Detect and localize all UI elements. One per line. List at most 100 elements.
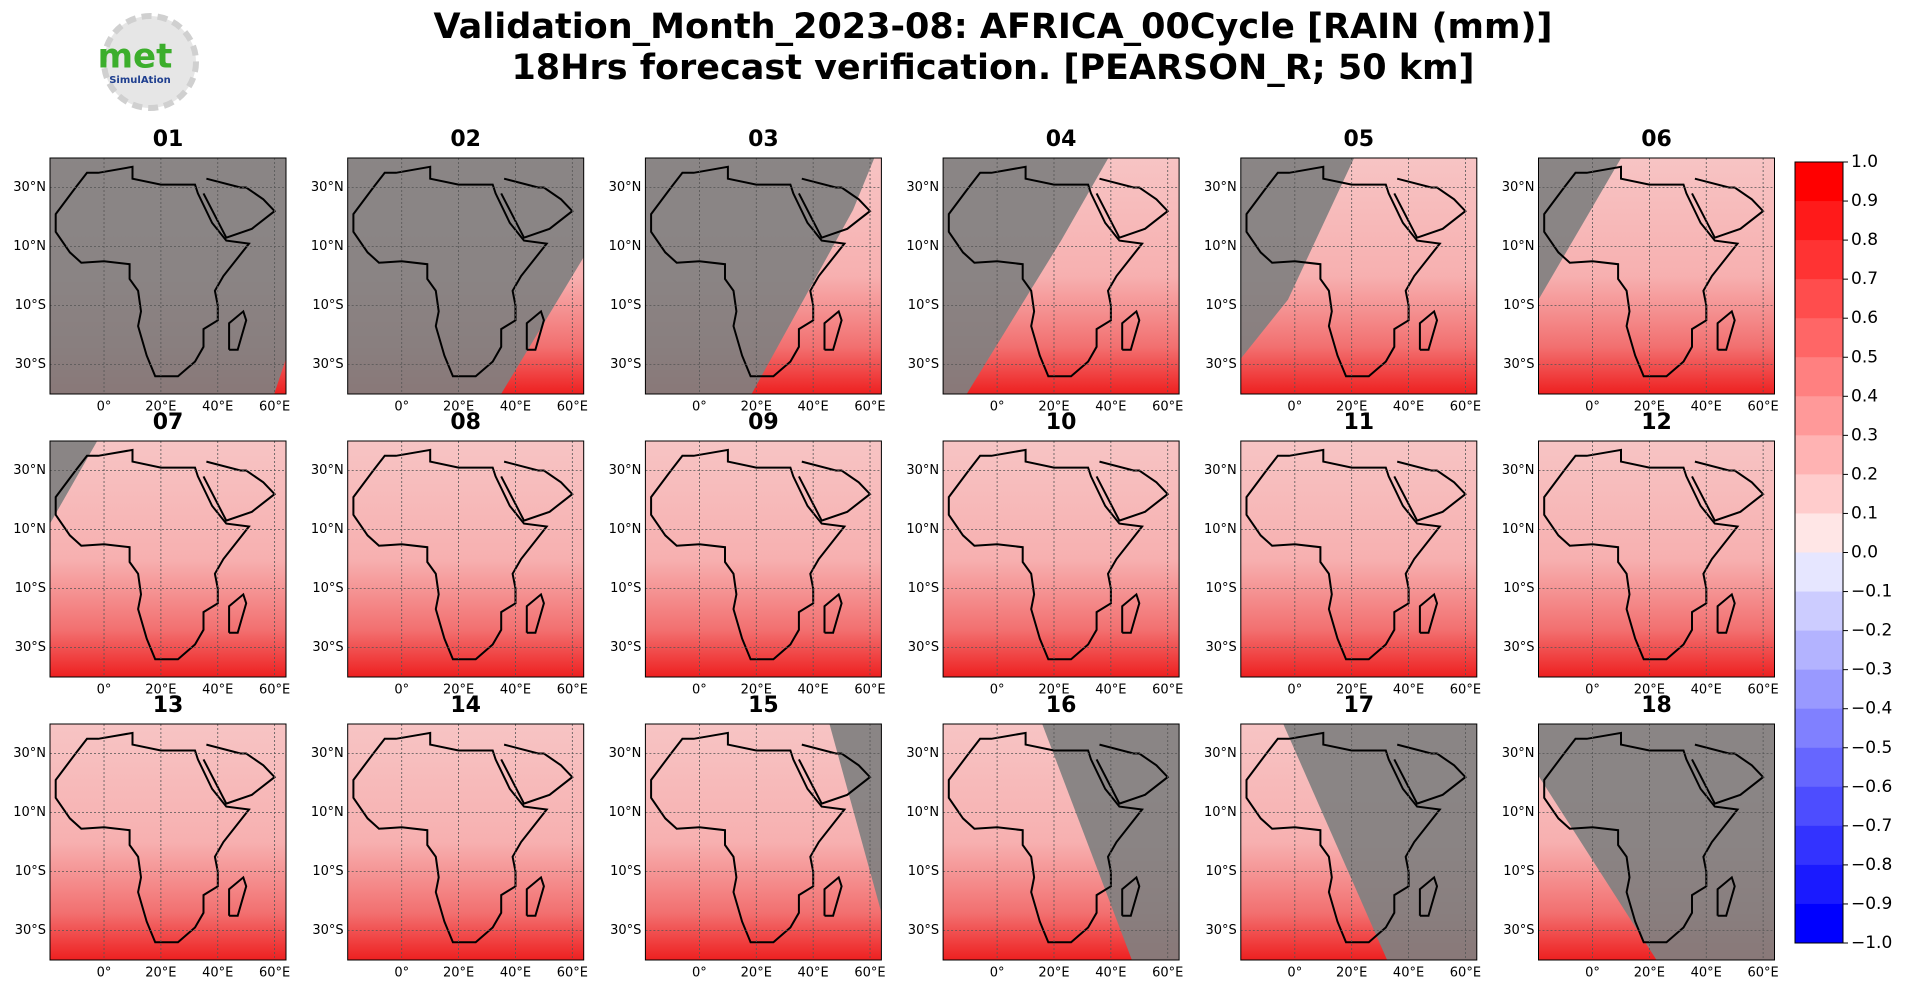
panel-frame bbox=[347, 157, 585, 395]
map-panel: 09 0° 20°E 40°E 60°E 30°N 10°N 10°S 30°S bbox=[609, 410, 886, 698]
y-tick-label: 10°N bbox=[1502, 239, 1535, 254]
colorbar-band bbox=[1795, 903, 1843, 944]
x-tick-label: 20°E bbox=[1336, 966, 1367, 981]
colorbar-label: −0.3 bbox=[1851, 660, 1892, 680]
x-tick-label: 60°E bbox=[557, 683, 588, 698]
y-tick-label: 30°N bbox=[311, 180, 344, 195]
y-tick-label: 10°S bbox=[1503, 581, 1534, 596]
x-tick-label: 40°E bbox=[1393, 400, 1424, 415]
coastline bbox=[525, 875, 545, 917]
x-tick-label: 20°E bbox=[741, 400, 772, 415]
panel-frame bbox=[644, 157, 882, 395]
coastline bbox=[798, 177, 872, 239]
panel-title: 05 bbox=[1343, 127, 1374, 152]
map-field bbox=[1240, 441, 1477, 677]
panel-title: 12 bbox=[1641, 410, 1672, 435]
x-tick-label: 60°E bbox=[259, 400, 290, 415]
x-tick-label: 0° bbox=[692, 966, 707, 981]
y-tick-label: 30°N bbox=[609, 180, 642, 195]
y-tick-label: 10°N bbox=[609, 522, 642, 537]
coastline bbox=[500, 177, 574, 239]
y-tick-label: 30°S bbox=[312, 357, 343, 372]
no-data-region bbox=[645, 158, 875, 394]
map-panel: 11 0° 20°E 40°E 60°E 30°N 10°N 10°S 30°S bbox=[1204, 410, 1481, 698]
y-tick-label: 10°S bbox=[908, 298, 939, 313]
y-tick-label: 30°N bbox=[906, 746, 939, 761]
panel-title: 15 bbox=[748, 693, 779, 718]
coastline bbox=[1716, 875, 1736, 917]
y-tick-label: 10°S bbox=[610, 864, 641, 879]
map-panel: 03 0° 20°E 40°E 60°E 30°N 10°N 10°S 30°S bbox=[609, 127, 886, 415]
coastline bbox=[1418, 875, 1439, 917]
colorbar-band bbox=[1795, 630, 1843, 671]
y-tick-label: 30°S bbox=[1206, 357, 1237, 372]
colorbar-band bbox=[1795, 201, 1843, 241]
panel-frame bbox=[1538, 440, 1775, 678]
x-tick-label: 40°E bbox=[202, 683, 233, 698]
x-tick-label: 0° bbox=[692, 400, 707, 415]
x-tick-label: 40°E bbox=[798, 400, 829, 415]
coastline bbox=[352, 731, 549, 944]
y-tick-label: 10°S bbox=[15, 581, 46, 596]
coastline bbox=[1121, 592, 1141, 634]
no-data-region bbox=[50, 441, 98, 524]
x-tick-label: 60°E bbox=[1747, 400, 1778, 415]
coastline bbox=[1245, 165, 1442, 378]
panel-title: 16 bbox=[1046, 693, 1077, 718]
colorbar-band bbox=[1795, 669, 1843, 710]
coastline bbox=[1095, 177, 1170, 239]
y-tick-label: 10°S bbox=[908, 581, 939, 596]
panel-title: 09 bbox=[748, 410, 779, 435]
x-tick-label: 0° bbox=[1585, 683, 1600, 698]
y-tick-label: 30°S bbox=[1206, 640, 1237, 655]
x-tick-label: 40°E bbox=[202, 400, 233, 415]
panel-frame bbox=[49, 723, 287, 961]
panel-title: 14 bbox=[450, 693, 481, 718]
coastline bbox=[1691, 460, 1765, 522]
coastline bbox=[947, 165, 1144, 378]
y-tick-label: 10°S bbox=[1503, 298, 1534, 313]
title-line: Validation_Month_2023-08: AFRICA_00Cycle… bbox=[434, 7, 1553, 47]
x-tick-label: 60°E bbox=[1152, 966, 1183, 981]
coastline bbox=[228, 309, 248, 351]
y-tick-label: 10°S bbox=[312, 581, 343, 596]
coastline bbox=[1543, 448, 1740, 661]
y-tick-label: 30°N bbox=[609, 463, 642, 478]
y-tick-label: 30°S bbox=[1503, 640, 1534, 655]
no-data-region bbox=[1240, 158, 1355, 359]
panel-title: 18 bbox=[1641, 693, 1672, 718]
x-tick-label: 60°E bbox=[854, 966, 885, 981]
coastline bbox=[650, 448, 847, 661]
panel-frame bbox=[347, 723, 585, 961]
coastline bbox=[352, 165, 549, 378]
y-tick-label: 30°N bbox=[311, 463, 344, 478]
logo-text: met bbox=[98, 37, 173, 77]
x-tick-label: 0° bbox=[692, 683, 707, 698]
colorbar-band bbox=[1795, 357, 1843, 397]
x-tick-label: 40°E bbox=[1691, 400, 1722, 415]
x-tick-label: 20°E bbox=[443, 966, 474, 981]
x-tick-label: 0° bbox=[990, 400, 1005, 415]
x-tick-label: 0° bbox=[394, 400, 409, 415]
colorbar-band bbox=[1795, 396, 1843, 436]
panel-frame bbox=[49, 440, 287, 678]
y-tick-label: 10°N bbox=[906, 522, 939, 537]
logo-gear bbox=[101, 13, 199, 111]
y-tick-label: 10°S bbox=[1206, 298, 1237, 313]
colorbar-label: −0.7 bbox=[1851, 816, 1892, 836]
colorbar-band bbox=[1795, 825, 1843, 866]
y-tick-label: 30°S bbox=[1503, 923, 1534, 938]
y-tick-label: 10°N bbox=[1502, 522, 1535, 537]
panel-title: 10 bbox=[1046, 410, 1077, 435]
y-tick-label: 10°S bbox=[610, 298, 641, 313]
x-tick-label: 0° bbox=[1287, 683, 1302, 698]
coastline bbox=[54, 165, 251, 378]
coastline bbox=[1418, 592, 1439, 634]
logo: met SimulAtion bbox=[98, 13, 199, 111]
map-panel: 18 0° 20°E 40°E 60°E 30°N 10°N 10°S 30°S bbox=[1502, 693, 1779, 981]
map-field bbox=[50, 441, 286, 677]
coastline bbox=[1393, 743, 1467, 805]
y-tick-label: 30°S bbox=[908, 923, 939, 938]
y-tick-label: 30°S bbox=[15, 357, 46, 372]
coastline bbox=[1393, 177, 1467, 239]
